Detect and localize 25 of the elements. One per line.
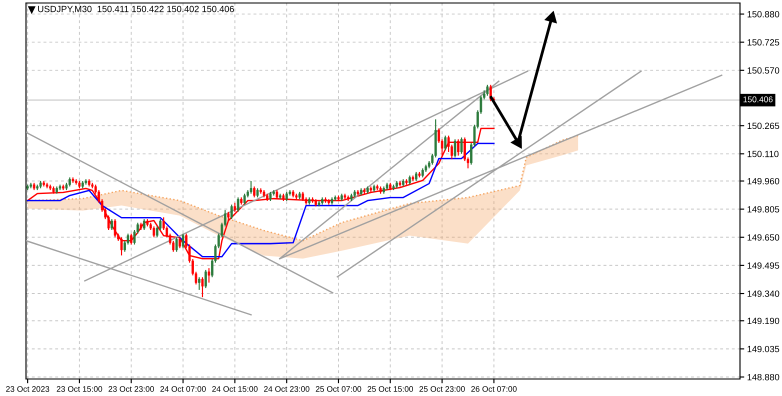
y-tick-label: 149.495	[748, 262, 780, 269]
y-tick-label: 150.570	[748, 67, 780, 74]
y-tick-label: 150.880	[748, 11, 780, 18]
x-tick-label: 25 Oct 15:00	[368, 386, 414, 392]
x-tick-label: 24 Oct 23:00	[264, 386, 310, 392]
ref-line-label: 150.406	[743, 96, 773, 102]
y-tick-label: 150.265	[748, 122, 780, 130]
x-tick-label: 25 Oct 07:00	[316, 386, 362, 392]
x-tick-label: 24 Oct 07:00	[160, 386, 206, 392]
x-tick-label: 23 Oct 23:00	[108, 386, 154, 392]
chart-title: USDJPY,M30 150.411 150.422 150.402 150.406	[38, 6, 234, 14]
x-tick-label: 25 Oct 23:00	[419, 386, 465, 392]
y-tick-label: 149.650	[748, 234, 780, 241]
y-tick-label: 149.805	[748, 206, 780, 213]
x-tick-label: 24 Oct 15:00	[212, 386, 258, 392]
y-tick-label: 149.960	[748, 178, 780, 184]
y-tick-label: 149.035	[748, 346, 780, 352]
y-tick-label: 149.190	[748, 318, 780, 324]
y-tick-label: 148.880	[748, 374, 780, 380]
x-tick-label: 23 Oct 2023	[6, 386, 50, 392]
y-tick-label: 149.340	[748, 290, 780, 297]
x-tick-label: 26 Oct 07:00	[471, 386, 517, 392]
x-tick-label: 23 Oct 15:00	[56, 386, 102, 392]
y-tick-label: 150.110	[748, 150, 779, 158]
y-tick-label: 150.725	[748, 39, 780, 46]
